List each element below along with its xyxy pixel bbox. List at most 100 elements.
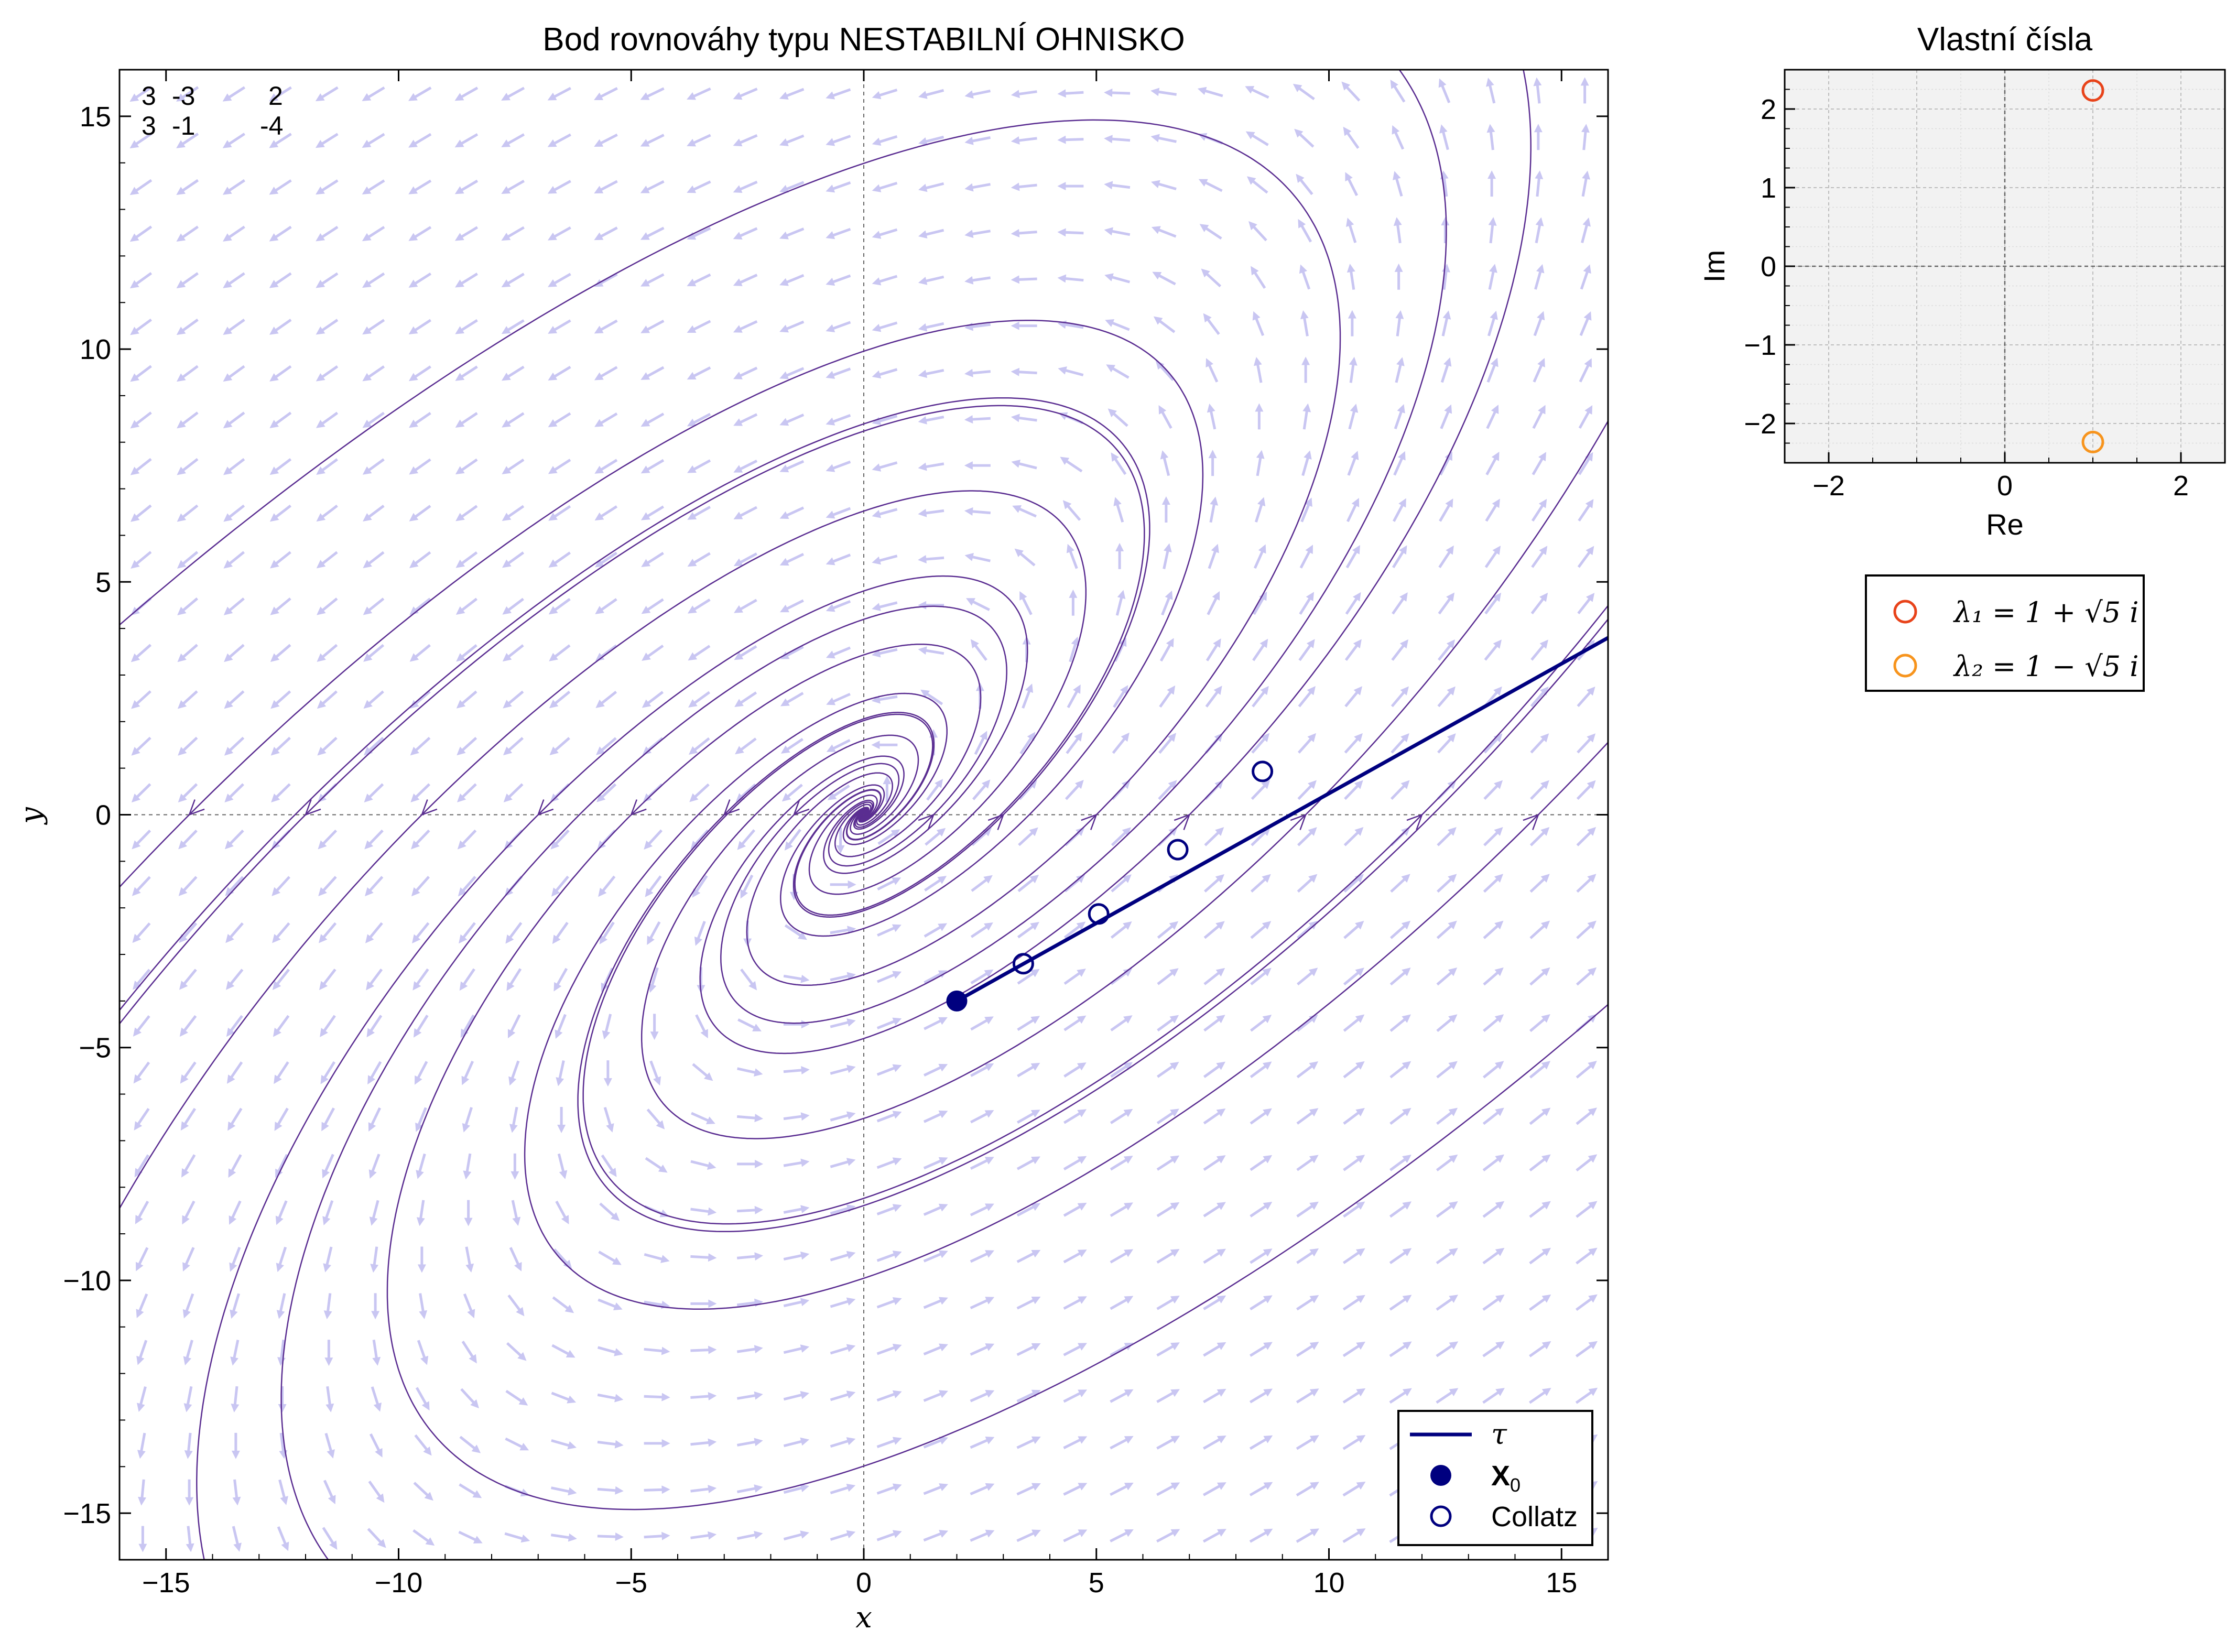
quiver-arrow-74 <box>226 1061 243 1084</box>
quiver-arrow-291 <box>551 1392 577 1404</box>
quiver-arrow-892 <box>1393 217 1402 244</box>
quiver-arrow-223 <box>408 86 432 101</box>
quiver-arrow-502 <box>826 507 851 519</box>
quiver-arrow-86 <box>223 504 245 522</box>
quiver-arrow-710 <box>1156 1249 1180 1264</box>
quiver-arrow-80 <box>224 783 244 803</box>
quiver-arrow-26 <box>130 318 152 335</box>
quiver-arrow-662 <box>1062 500 1081 521</box>
quiver-arrow-532 <box>872 601 898 611</box>
quiver-arrow-615 <box>1016 1203 1041 1217</box>
quiver-arrow-180 <box>363 597 385 615</box>
quiver-arrow-706 <box>1156 1436 1180 1450</box>
quiver-arrow-959 <box>1486 78 1496 104</box>
quiver-arrow-973 <box>1529 920 1550 939</box>
quiver-arrow-508 <box>826 227 851 240</box>
quiver-arrow-848 <box>1344 780 1363 800</box>
quiver-arrow-447 <box>733 88 758 100</box>
quiver-arrow-849 <box>1344 733 1363 754</box>
quiver-arrow-756 <box>1207 591 1220 615</box>
quiver-arrow-125 <box>269 179 292 195</box>
quiver-arrow-1005 <box>1576 920 1597 939</box>
quiver-arrow-124 <box>269 225 292 242</box>
quiver-arrow-325 <box>598 1298 623 1310</box>
quiver-arrow-971 <box>1529 1014 1550 1032</box>
quiver-arrow-552 <box>923 1157 948 1170</box>
quiver-arrow-963 <box>1529 1387 1551 1404</box>
quiver-arrow-702 <box>1104 135 1131 144</box>
quiver-arrow-425 <box>736 1114 764 1123</box>
quiver-arrow-895 <box>1390 80 1406 103</box>
quiver-arrow-842 <box>1343 1061 1365 1079</box>
main-xtick-label-5: 10 <box>1313 1567 1344 1599</box>
quiver-arrow-699 <box>1104 273 1131 284</box>
quiver-arrow-572 <box>918 229 944 239</box>
quiver-arrow-894 <box>1392 125 1405 150</box>
quiver-arrow-819 <box>1298 639 1315 661</box>
quiver-arrow-416 <box>737 1530 763 1540</box>
quiver-arrow-914 <box>1437 686 1456 708</box>
quiver-arrow-687 <box>1111 827 1131 846</box>
quiver-arrow-168 <box>368 1154 381 1179</box>
quiver-arrow-519 <box>876 1204 902 1215</box>
quiver-arrow-355 <box>644 1393 670 1401</box>
quiver-arrow-244 <box>455 597 478 615</box>
quiver-arrow-709 <box>1156 1296 1180 1310</box>
quiver-arrow-361 <box>646 1108 665 1129</box>
quiver-arrow-667 <box>1057 274 1084 283</box>
main-xtick-label-4: 5 <box>1089 1567 1104 1599</box>
quiver-arrow-839 <box>1343 1201 1365 1218</box>
quiver-arrow-178 <box>363 690 384 709</box>
quiver-arrow-713 <box>1156 1108 1179 1125</box>
quiver-arrow-1016 <box>1578 405 1593 429</box>
quiver-arrow-23 <box>130 458 152 475</box>
main-ytick-label-2: −5 <box>79 1032 111 1064</box>
quiver-arrow-741 <box>1203 1295 1226 1310</box>
quiver-arrow-47 <box>178 829 198 850</box>
eig-data-layer <box>2081 79 2104 453</box>
quiver-arrow-1004 <box>1576 967 1597 986</box>
quiver-arrow-774 <box>1250 1248 1273 1264</box>
quiver-arrow-84 <box>223 597 245 615</box>
quiver-arrow-297 <box>557 1106 566 1133</box>
quiver-arrow-785 <box>1251 733 1270 754</box>
quiver-arrow-424 <box>737 1159 764 1168</box>
legend-x0-marker <box>1430 1465 1451 1486</box>
quiver-arrow-937 <box>1482 1107 1504 1125</box>
quiver-arrow-966 <box>1529 1247 1551 1265</box>
quiver-arrow-955 <box>1488 264 1497 290</box>
quiver-arrow-171 <box>366 1015 383 1038</box>
quiver-arrow-824 <box>1302 403 1311 430</box>
quiver-arrow-861 <box>1345 172 1359 197</box>
quiver-arrow-769 <box>1249 1482 1273 1496</box>
quiver-arrow-356 <box>644 1346 670 1355</box>
quiver-arrow-569 <box>918 368 944 378</box>
quiver-arrow-964 <box>1529 1341 1551 1357</box>
quiver-arrow-77 <box>225 922 244 943</box>
quiver-arrow-159 <box>315 86 339 102</box>
legend-x0-sub: 0 <box>1510 1474 1521 1496</box>
quiver-arrow-557 <box>924 923 948 938</box>
quiver-arrow-240 <box>457 783 477 802</box>
quiver-arrow-51 <box>177 644 198 662</box>
quiver-arrow-911 <box>1437 827 1457 846</box>
quiver-arrow-88 <box>223 411 245 429</box>
quiver-arrow-386 <box>690 1438 717 1447</box>
quiver-arrow-205 <box>412 922 430 943</box>
quiver-arrow-631 <box>1011 460 1037 470</box>
quiver-arrow-38 <box>182 1247 195 1271</box>
quiver-arrow-433 <box>735 737 757 755</box>
quiver-arrow-83 <box>224 644 245 662</box>
quiver-arrow-501 <box>826 553 851 566</box>
quiver-arrow-544 <box>923 1530 949 1542</box>
streamline-arrow-0 <box>918 813 935 830</box>
quiver-arrow-850 <box>1344 686 1363 708</box>
quiver-arrow-248 <box>455 412 478 428</box>
quiver-arrow-551 <box>923 1203 948 1216</box>
quiver-arrow-603 <box>964 276 991 285</box>
quiver-arrow-636 <box>1011 229 1037 237</box>
quiver-arrow-192 <box>412 1529 435 1546</box>
quiver-arrow-415 <box>687 87 711 100</box>
quiver-arrow-825 <box>1301 356 1310 383</box>
quiver-arrow-25 <box>130 365 152 382</box>
